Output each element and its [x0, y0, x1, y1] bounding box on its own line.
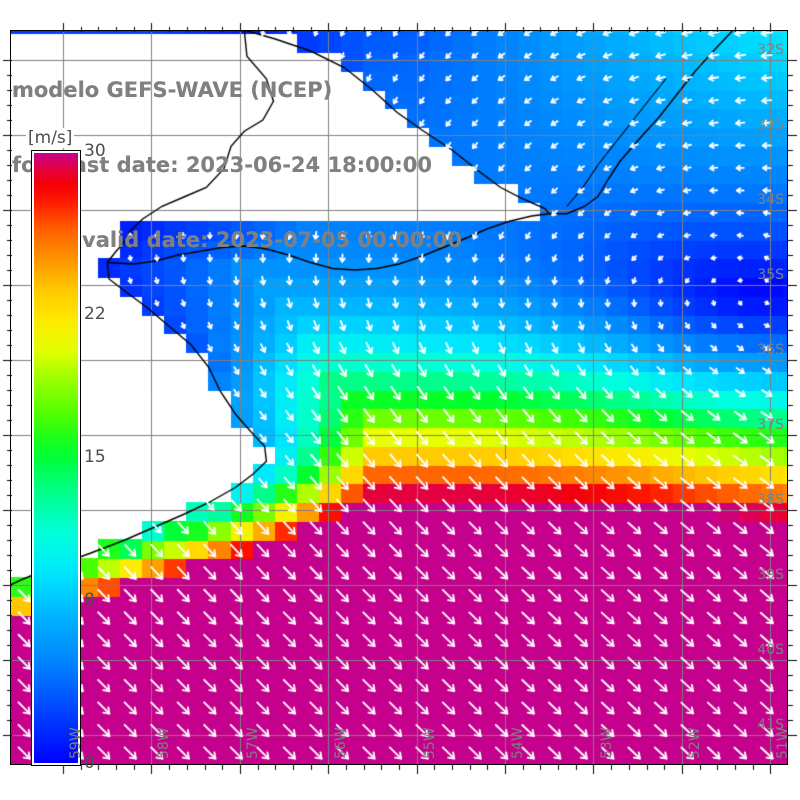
- lon-label-57W: 57W: [244, 727, 261, 759]
- lat-label-34S: 34S: [757, 192, 784, 208]
- lat-label-35S: 35S: [757, 267, 784, 283]
- map-plot-area: [10, 30, 788, 765]
- lat-label-38S: 38S: [757, 492, 784, 508]
- colorbar-tick-8: 8: [84, 589, 95, 610]
- lon-label-54W: 54W: [510, 727, 527, 759]
- lon-label-59W: 59W: [68, 727, 85, 759]
- wind-speed-heatmap-canvas: [10, 30, 788, 765]
- lat-label-33S: 33S: [757, 117, 784, 133]
- lat-label-39S: 39S: [757, 567, 784, 583]
- lon-label-56W: 56W: [333, 727, 350, 759]
- colorbar-tick-15: 15: [84, 447, 106, 467]
- colorbar-tick-22: 22: [84, 304, 106, 325]
- bottom-tick-rail: [10, 765, 788, 776]
- right-tick-rail: [788, 30, 799, 765]
- colorbar-container: [31, 150, 81, 766]
- lon-label-58W: 58W: [156, 727, 173, 759]
- colorbar-tick-30: 30: [84, 141, 106, 161]
- lat-label-32S: 32S: [757, 42, 784, 58]
- lat-label-40S: 40S: [757, 642, 784, 658]
- colorbar-unit-label: [m/s]: [26, 128, 75, 148]
- lon-label-53W: 53W: [598, 727, 615, 759]
- lon-label-55W: 55W: [421, 727, 438, 759]
- colorbar-tick-0: 0: [84, 753, 95, 773]
- lat-label-41S: 41S: [757, 717, 784, 733]
- lat-label-36S: 36S: [757, 342, 784, 358]
- colorbar-gradient: [34, 153, 78, 763]
- lat-label-37S: 37S: [757, 417, 784, 433]
- lon-label-52W: 52W: [686, 727, 703, 759]
